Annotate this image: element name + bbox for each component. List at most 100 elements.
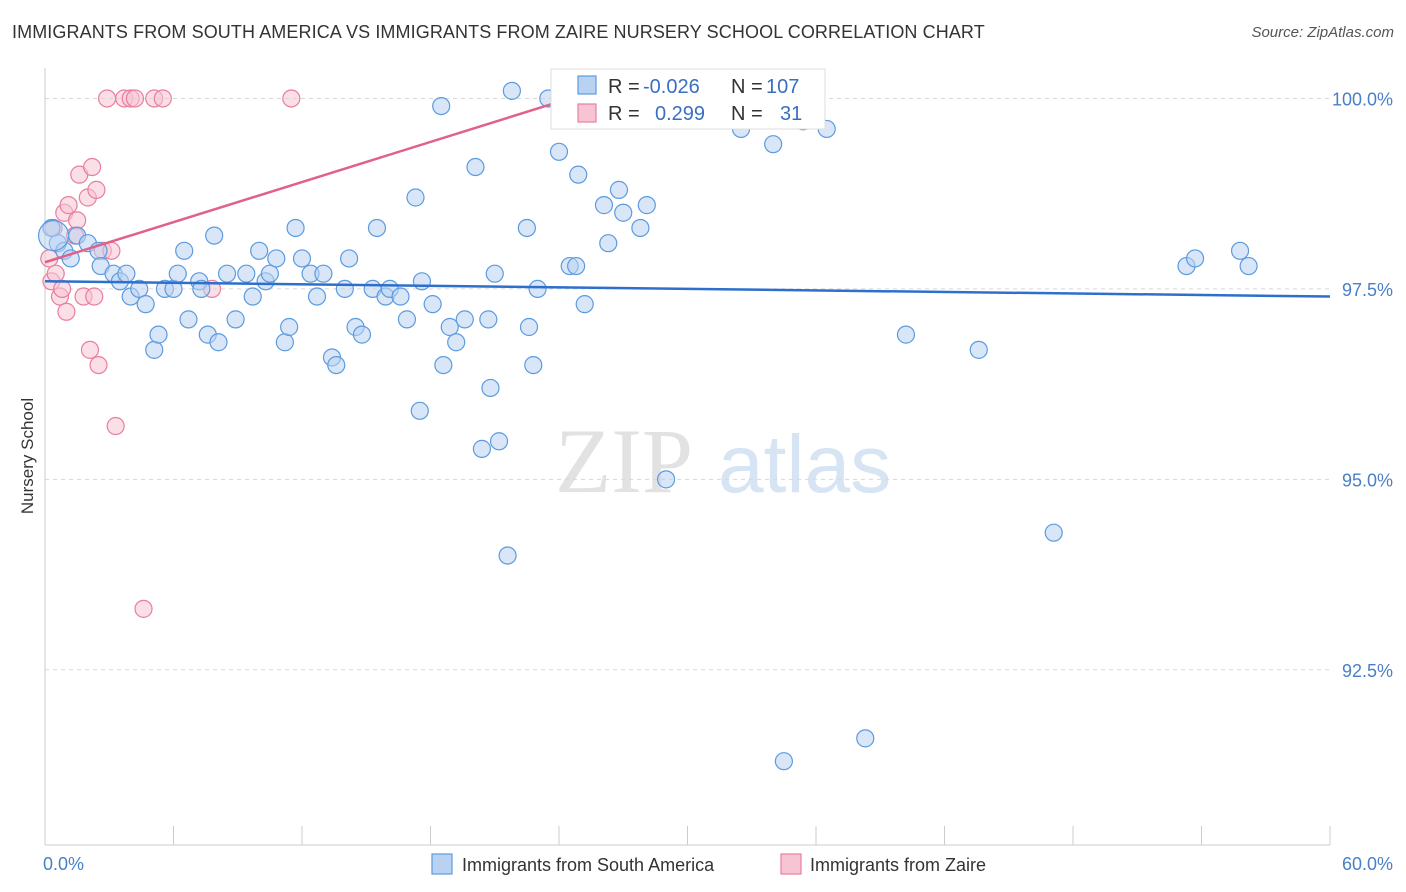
- point-south-america-cluster: [37, 219, 70, 252]
- point-south-america: [397, 310, 417, 329]
- point-south-america: [286, 218, 305, 238]
- y-axis-label: Nursery School: [18, 398, 37, 514]
- stats-r-value-2: 0.299: [655, 103, 705, 125]
- point-south-america: [969, 340, 988, 359]
- point-south-america: [594, 196, 614, 215]
- point-south-america: [614, 203, 633, 222]
- point-south-america: [519, 317, 539, 337]
- point-zaire: [46, 264, 65, 283]
- point-south-america: [896, 325, 916, 344]
- point-south-america: [149, 325, 168, 344]
- trend-line-south-america: [44, 280, 1331, 298]
- point-zaire: [125, 89, 145, 108]
- y-tick-label: 97.5%: [1342, 280, 1393, 300]
- legend-label-zaire: Immigrants from Zaire: [810, 855, 986, 875]
- point-zaire: [68, 211, 87, 230]
- point-south-america: [243, 287, 262, 306]
- point-south-america: [205, 226, 224, 245]
- point-south-america: [432, 96, 451, 116]
- point-south-america: [609, 180, 629, 199]
- stats-n-value-2: 31: [780, 103, 802, 125]
- point-south-america: [391, 287, 410, 306]
- point-zaire: [80, 340, 100, 359]
- point-south-america: [275, 333, 294, 352]
- point-south-america: [260, 264, 279, 283]
- point-zaire: [87, 180, 106, 199]
- point-south-america: [481, 378, 500, 398]
- point-south-america: [267, 249, 286, 268]
- point-south-america: [479, 310, 498, 329]
- point-south-america: [472, 439, 491, 458]
- stats-r-value-1: -0.026: [643, 76, 700, 98]
- legend-label-south-america: Immigrants from South America: [462, 855, 715, 875]
- stats-n-value-1: 107: [766, 76, 799, 98]
- point-zaire: [134, 599, 153, 618]
- stats-r-label-1: R =: [608, 76, 640, 98]
- point-south-america: [569, 165, 588, 184]
- point-south-america: [192, 279, 211, 299]
- point-south-america: [455, 310, 474, 329]
- point-south-america: [307, 287, 327, 306]
- point-south-america: [524, 355, 543, 375]
- y-tick-labels: 92.5% 95.0% 97.5% 100.0%: [1332, 89, 1393, 680]
- point-south-america: [217, 264, 237, 283]
- point-south-america: [168, 264, 187, 283]
- watermark-zip: ZIP: [555, 410, 693, 512]
- axes: [44, 68, 1331, 846]
- point-south-america: [352, 325, 372, 344]
- legend: Immigrants from South America Immigrants…: [431, 853, 986, 875]
- chart-title: IMMIGRANTS FROM SOUTH AMERICA VS IMMIGRA…: [12, 22, 985, 42]
- point-south-america: [599, 234, 618, 253]
- point-south-america: [1230, 241, 1250, 260]
- point-south-america: [209, 333, 228, 352]
- point-south-america: [1044, 523, 1063, 542]
- point-south-america: [1239, 256, 1258, 276]
- point-south-america: [498, 546, 517, 565]
- point-south-america: [136, 295, 155, 314]
- point-south-america: [292, 249, 312, 268]
- source-credit: Source: ZipAtlas.com: [1251, 24, 1394, 41]
- point-south-america: [327, 355, 346, 375]
- point-south-america: [314, 264, 333, 283]
- point-south-america: [410, 401, 429, 420]
- point-zaire: [98, 89, 117, 108]
- point-south-america: [280, 317, 299, 337]
- stats-r-label-2: R =: [608, 103, 640, 125]
- x-tick-label-min: 0.0%: [43, 854, 84, 874]
- point-south-america: [1185, 249, 1205, 268]
- point-south-america: [145, 340, 164, 359]
- stats-box-frame: [550, 68, 826, 130]
- point-zaire: [57, 302, 76, 321]
- point-south-america: [575, 295, 594, 314]
- point-south-america: [179, 310, 198, 329]
- point-south-america: [117, 264, 136, 283]
- point-south-america: [528, 279, 547, 299]
- point-south-america: [489, 432, 509, 451]
- point-zaire: [89, 355, 108, 375]
- point-south-america: [502, 81, 521, 100]
- point-south-america: [367, 218, 387, 238]
- legend-swatch-zaire: [780, 853, 802, 875]
- point-zaire: [106, 416, 125, 436]
- point-zaire: [85, 287, 104, 306]
- watermark: ZIP atlas: [555, 410, 891, 512]
- point-zaire: [282, 89, 301, 108]
- point-south-america: [340, 249, 359, 268]
- watermark-atlas: atlas: [718, 419, 891, 510]
- x-tick-label-max: 60.0%: [1342, 854, 1393, 874]
- point-south-america: [856, 729, 875, 748]
- point-south-america: [549, 142, 569, 161]
- point-south-america: [631, 218, 650, 238]
- point-south-america: [637, 196, 656, 215]
- x-tick-labels: 0.0% 60.0%: [43, 854, 1393, 874]
- point-south-america: [434, 355, 453, 375]
- legend-swatch-south-america: [431, 853, 453, 875]
- stats-blue-swatch: [577, 75, 597, 95]
- point-south-america: [517, 218, 536, 238]
- point-south-america: [335, 279, 354, 299]
- point-south-america: [175, 241, 194, 260]
- point-south-america: [466, 157, 485, 177]
- point-south-america: [423, 295, 442, 314]
- point-south-america: [130, 279, 149, 299]
